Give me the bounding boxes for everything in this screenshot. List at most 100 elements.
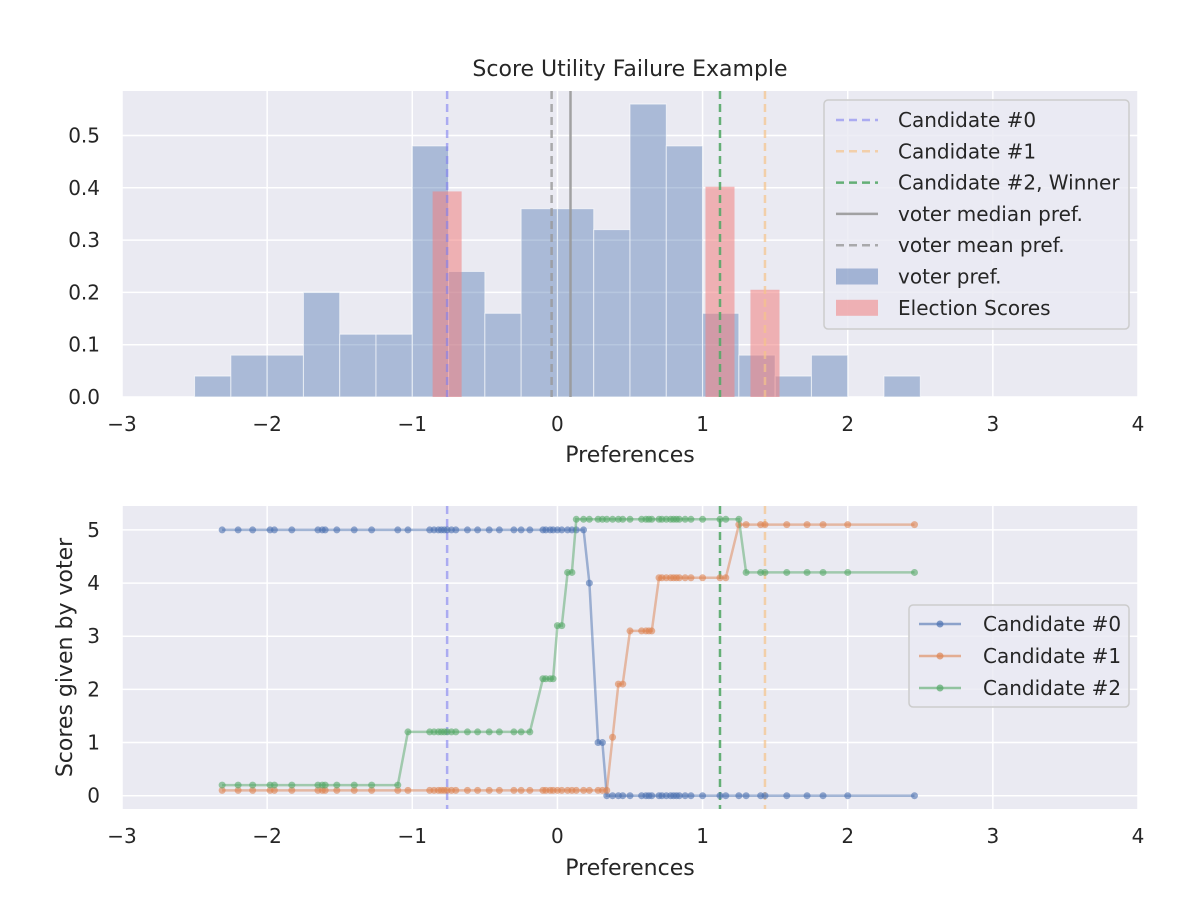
data-point	[517, 728, 525, 736]
data-point	[675, 574, 683, 582]
data-point	[463, 728, 471, 736]
data-point	[572, 786, 580, 794]
data-point	[463, 526, 471, 534]
data-point	[218, 526, 226, 534]
legend-label: Candidate #2, Winner	[898, 171, 1120, 195]
reference-lines-bottom	[445, 506, 767, 809]
data-point	[626, 515, 634, 523]
x-tick-label: −2	[252, 412, 281, 436]
y-tick-label: 0	[87, 784, 100, 808]
data-point	[619, 515, 627, 523]
legend-swatch	[836, 299, 878, 316]
data-point	[722, 515, 730, 523]
data-point	[687, 792, 695, 800]
data-point	[681, 574, 689, 582]
data-point	[626, 627, 634, 635]
data-point	[580, 515, 588, 523]
data-point	[270, 781, 278, 789]
series-candidate-1	[218, 521, 918, 794]
data-point	[485, 786, 493, 794]
data-point	[716, 792, 724, 800]
data-point	[495, 728, 503, 736]
data-point	[699, 792, 707, 800]
data-point	[270, 526, 278, 534]
legend-swatch	[836, 268, 878, 285]
legend-marker	[936, 652, 944, 660]
legend-top: Candidate #0 Candidate #1 Candidate #2, Wi…	[823, 99, 1130, 330]
data-point	[350, 781, 358, 789]
data-point	[234, 526, 242, 534]
legend-label: Candidate #0	[898, 108, 1036, 132]
data-point	[910, 792, 918, 800]
x-tick-label: 2	[841, 412, 854, 436]
data-point	[803, 792, 811, 800]
series-candidate-2	[218, 515, 918, 789]
data-point	[648, 515, 656, 523]
y-tick-label: 2	[87, 677, 100, 701]
voter-pref-bar	[302, 291, 341, 398]
data-point	[603, 786, 611, 794]
data-point	[510, 728, 518, 736]
data-point	[716, 515, 724, 523]
x-tick-label: −1	[398, 412, 427, 436]
data-point	[603, 515, 611, 523]
data-point	[474, 728, 482, 736]
data-point	[722, 574, 730, 582]
legend-label: Candidate #2	[983, 676, 1121, 700]
voter-pref-bar	[194, 375, 232, 398]
x-axis-label-bottom: Preferences	[565, 856, 694, 881]
data-point	[803, 521, 811, 529]
chart-title: Score Utility Failure Example	[472, 57, 787, 82]
data-point	[350, 526, 358, 534]
data-point	[474, 786, 482, 794]
score-series	[218, 515, 918, 800]
data-point	[368, 786, 376, 794]
data-point	[609, 733, 617, 741]
data-point	[572, 515, 580, 523]
reference-lines-top	[445, 91, 767, 397]
data-point	[288, 781, 296, 789]
data-point	[321, 526, 329, 534]
data-point	[249, 781, 257, 789]
voter-pref-bar	[593, 229, 631, 398]
x-tick-label: −3	[107, 412, 136, 436]
data-point	[321, 786, 329, 794]
data-point	[463, 786, 471, 794]
data-point	[495, 786, 503, 794]
data-point	[742, 792, 750, 800]
x-tick-label: 0	[551, 412, 564, 436]
y-tick-label: 0.1	[68, 333, 100, 357]
data-point	[580, 786, 588, 794]
data-point	[681, 792, 689, 800]
data-point	[609, 792, 617, 800]
data-point	[394, 526, 402, 534]
data-point	[558, 526, 566, 534]
x-tick-label: 3	[986, 824, 999, 848]
data-point	[648, 627, 656, 635]
data-point	[270, 786, 278, 794]
data-point	[526, 728, 534, 736]
data-point	[474, 526, 482, 534]
voter-pref-bar	[556, 208, 595, 398]
data-point	[585, 579, 593, 587]
data-point	[699, 515, 707, 523]
data-point	[218, 781, 226, 789]
data-point	[288, 786, 296, 794]
series-candidate-0	[218, 526, 918, 800]
scores-line-chart: −3 −2 −1 0 1 2 3 4 0 1 2 3 4 5 Preferences Scores giv…	[53, 506, 1144, 881]
data-point	[609, 515, 617, 523]
voter-pref-bar	[774, 375, 812, 398]
voter-pref-bar	[375, 333, 413, 398]
data-point	[510, 786, 518, 794]
data-point	[234, 781, 242, 789]
data-point	[452, 728, 460, 736]
data-point	[517, 786, 525, 794]
data-point	[783, 521, 791, 529]
x-tick-label: 4	[1132, 412, 1145, 436]
data-point	[321, 781, 329, 789]
data-point	[526, 786, 534, 794]
x-tick-label: 1	[696, 824, 709, 848]
x-tick-label: 4	[1132, 824, 1145, 848]
data-point	[626, 792, 634, 800]
